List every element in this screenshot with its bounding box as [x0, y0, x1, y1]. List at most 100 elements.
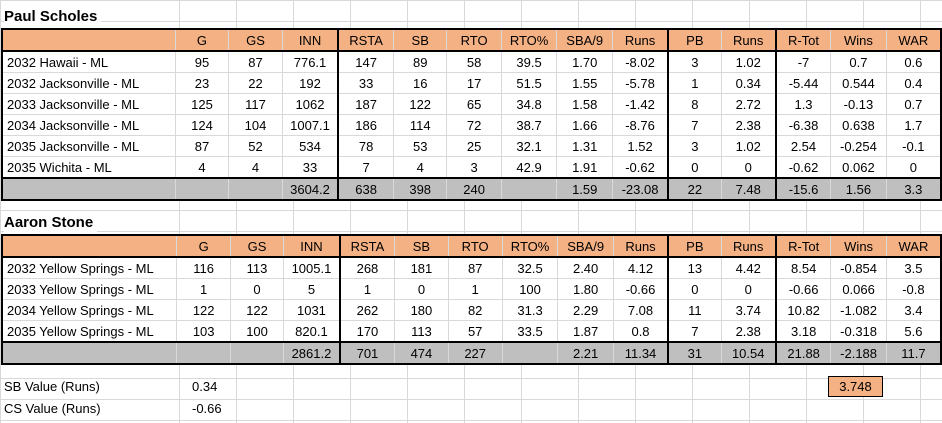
cell[interactable]: 72: [446, 114, 502, 136]
cell[interactable]: 2034 Yellow Springs - ML: [2, 299, 178, 321]
cell[interactable]: 2033 Yellow Springs - ML: [2, 278, 178, 300]
cs-value-label[interactable]: CS Value (Runs): [4, 401, 101, 416]
cell[interactable]: 95: [175, 51, 230, 73]
cell[interactable]: 42.9: [501, 156, 558, 179]
cell[interactable]: 53: [393, 135, 448, 157]
cell[interactable]: 4.12: [613, 257, 669, 279]
cell[interactable]: 4: [175, 156, 230, 179]
cell[interactable]: GS: [230, 235, 285, 258]
cell[interactable]: 10.82: [774, 299, 832, 321]
cell[interactable]: -15.6: [774, 177, 832, 201]
cell[interactable]: 398: [393, 177, 448, 201]
cell[interactable]: 17: [446, 72, 502, 94]
cell[interactable]: 122: [393, 93, 448, 115]
cell[interactable]: [2, 177, 176, 201]
cell[interactable]: WAR: [886, 29, 942, 52]
cell[interactable]: RSTA: [337, 29, 394, 52]
cell[interactable]: Runs: [613, 235, 669, 258]
cell[interactable]: G: [176, 235, 231, 258]
cell[interactable]: 1.66: [556, 114, 613, 136]
cs-value-cell[interactable]: -0.66: [192, 401, 222, 416]
cell[interactable]: 2.40: [557, 257, 614, 279]
cell[interactable]: 0.8: [613, 320, 669, 343]
cell[interactable]: 1.91: [556, 156, 613, 179]
cell[interactable]: SBA/9: [557, 235, 614, 258]
cell[interactable]: 180: [394, 299, 449, 321]
cell[interactable]: 1.58: [556, 93, 613, 115]
cell[interactable]: 87: [448, 257, 503, 279]
cell[interactable]: [175, 177, 230, 201]
cell[interactable]: 1005.1: [283, 257, 341, 279]
sb-value-label[interactable]: SB Value (Runs): [4, 379, 100, 394]
cell[interactable]: RSTA: [338, 235, 396, 258]
cell[interactable]: 0: [394, 278, 449, 300]
cell[interactable]: 3.3: [886, 177, 942, 201]
cell[interactable]: 268: [338, 257, 396, 279]
cell[interactable]: 1.52: [612, 135, 669, 157]
cell[interactable]: 31.3: [502, 299, 559, 321]
cell[interactable]: 240: [446, 177, 502, 201]
cell[interactable]: 2035 Jacksonville - ML: [2, 135, 176, 157]
cell[interactable]: 113: [230, 257, 285, 279]
cell[interactable]: 7: [667, 320, 722, 343]
cell[interactable]: -0.13: [830, 93, 887, 115]
cell[interactable]: 11: [667, 299, 722, 321]
cell[interactable]: 8: [667, 93, 722, 115]
cell[interactable]: 122: [176, 299, 231, 321]
cell[interactable]: 2034 Jacksonville - ML: [2, 114, 176, 136]
cell[interactable]: SB: [394, 235, 449, 258]
cell[interactable]: -8.76: [612, 114, 669, 136]
cell[interactable]: 11.34: [613, 341, 669, 365]
cell[interactable]: 0: [721, 278, 777, 300]
cell[interactable]: 534: [282, 135, 339, 157]
cell[interactable]: 1: [448, 278, 503, 300]
cell[interactable]: 10.54: [721, 341, 777, 365]
cell[interactable]: 4: [228, 156, 283, 179]
cell[interactable]: RTO: [448, 235, 503, 258]
cell[interactable]: [228, 177, 283, 201]
cell[interactable]: 638: [337, 177, 394, 201]
cell[interactable]: [176, 341, 231, 365]
cell[interactable]: 0: [667, 156, 722, 179]
cell[interactable]: WAR: [886, 235, 942, 258]
cell[interactable]: 2032 Jacksonville - ML: [2, 72, 176, 94]
cell[interactable]: 3.18: [774, 320, 832, 343]
cell[interactable]: PB: [667, 29, 722, 52]
sb-value-cell[interactable]: 0.34: [192, 379, 218, 394]
cell[interactable]: 39.5: [501, 51, 558, 73]
cell[interactable]: 65: [446, 93, 502, 115]
cell[interactable]: -0.1: [886, 135, 942, 157]
cell[interactable]: 87: [228, 51, 283, 73]
cell[interactable]: 52: [228, 135, 283, 157]
player-title[interactable]: Aaron Stone: [4, 212, 98, 233]
cell[interactable]: 11.7: [886, 341, 942, 365]
cell[interactable]: 7: [667, 114, 722, 136]
cell[interactable]: 33: [282, 156, 339, 179]
cell[interactable]: RTO: [446, 29, 502, 52]
cell[interactable]: 31: [667, 341, 722, 365]
cell[interactable]: Runs: [721, 29, 777, 52]
cell[interactable]: 116: [176, 257, 231, 279]
cell[interactable]: 1062: [282, 93, 339, 115]
cell[interactable]: 2.72: [721, 93, 777, 115]
cell[interactable]: 3.5: [886, 257, 942, 279]
cell[interactable]: 2.29: [557, 299, 614, 321]
cell[interactable]: 33.5: [502, 320, 559, 343]
cell[interactable]: 1: [338, 278, 396, 300]
cell[interactable]: 0.062: [830, 156, 887, 179]
cell[interactable]: 25: [446, 135, 502, 157]
cell[interactable]: 4: [393, 156, 448, 179]
cell[interactable]: 21.88: [774, 341, 832, 365]
cell[interactable]: 103: [176, 320, 231, 343]
cell[interactable]: 2.21: [557, 341, 614, 365]
cell[interactable]: [2, 29, 176, 52]
cell[interactable]: -23.08: [612, 177, 669, 201]
cell[interactable]: -2.188: [830, 341, 887, 365]
cell[interactable]: 1.80: [557, 278, 614, 300]
cell[interactable]: 186: [337, 114, 394, 136]
cell[interactable]: 4.42: [721, 257, 777, 279]
cell[interactable]: 3: [667, 135, 722, 157]
cell[interactable]: 2.38: [721, 114, 777, 136]
cell[interactable]: -1.42: [612, 93, 669, 115]
cell[interactable]: 33: [337, 72, 394, 94]
